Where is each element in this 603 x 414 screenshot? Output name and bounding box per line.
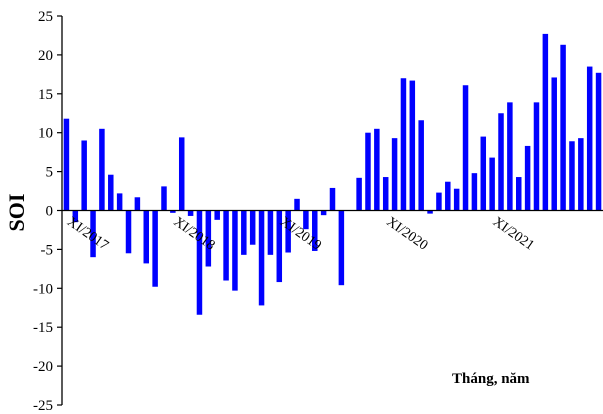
y-tick-label: -10 <box>33 281 53 297</box>
soi-bar <box>232 210 238 291</box>
soi-bar <box>312 210 318 251</box>
soi-bar <box>152 210 158 287</box>
soi-bar <box>329 187 336 211</box>
soi-bar <box>586 66 593 211</box>
soi-bar <box>507 102 513 211</box>
soi-bar <box>143 210 150 264</box>
soi-bar <box>542 33 549 211</box>
soi-bar <box>489 157 495 211</box>
soi-bar <box>276 210 283 283</box>
soi-bar <box>356 177 362 211</box>
soi-bar <box>134 197 141 211</box>
soi-bar <box>161 186 167 211</box>
y-tick-label: 5 <box>46 165 54 181</box>
soi-bar <box>374 128 380 211</box>
soi-bar <box>524 145 531 211</box>
soi-bar <box>99 128 105 211</box>
y-tick-label: 10 <box>38 126 53 142</box>
soi-bar <box>205 210 212 267</box>
soi-bar <box>303 210 309 230</box>
soi-bar <box>196 210 203 315</box>
x-category-label: XI/2020 <box>383 214 430 253</box>
soi-bar <box>267 210 274 255</box>
soi-bar <box>178 137 185 211</box>
soi-bar <box>90 210 96 258</box>
soi-bar <box>285 210 291 253</box>
y-tick-label: 20 <box>38 48 53 64</box>
soi-bar <box>480 136 487 211</box>
soi-bar <box>445 181 451 211</box>
x-category-label-group: XI/2017 XI/2018 XI/2019 XI/2020 XI/2021 <box>64 214 537 253</box>
soi-bar <box>214 210 220 220</box>
y-tick-group: 25 20 15 10 5 0 -5 -10 -15 -20 -25 <box>33 9 62 414</box>
y-tick-label: -20 <box>33 359 53 375</box>
x-axis-title: Tháng, năm <box>452 371 530 387</box>
y-axis-title: SOI <box>4 194 29 232</box>
bar-group <box>63 33 602 315</box>
soi-bar <box>551 77 557 211</box>
x-category-label: XI/2021 <box>490 214 537 253</box>
soi-bar <box>436 192 442 211</box>
soi-bar <box>223 210 229 281</box>
soi-bar <box>72 210 79 223</box>
soi-bar <box>320 210 327 216</box>
soi-bar <box>595 72 602 211</box>
soi-bar <box>187 210 194 216</box>
soi-bar <box>116 193 123 211</box>
soi-bar <box>170 210 176 213</box>
soi-bar <box>258 210 265 306</box>
soi-bar <box>108 174 114 211</box>
soi-bar <box>418 120 424 211</box>
x-category-label: XI/2017 <box>64 214 111 253</box>
soi-bar <box>569 141 575 211</box>
soi-bar <box>400 78 407 211</box>
soi-bar <box>365 132 371 211</box>
soi-bar <box>249 210 256 245</box>
soi-bar <box>471 173 478 211</box>
y-tick-label: 15 <box>38 87 53 103</box>
soi-bar <box>391 138 398 211</box>
soi-bar <box>462 85 469 211</box>
soi-bar <box>498 113 504 211</box>
soi-bar <box>241 210 247 255</box>
soi-bar <box>81 140 87 211</box>
soi-bar <box>294 198 300 211</box>
y-tick-label: -25 <box>33 398 53 414</box>
soi-bar <box>453 188 460 211</box>
soi-bar <box>533 102 540 211</box>
y-tick-label: 0 <box>46 204 54 220</box>
soi-bar <box>515 177 522 211</box>
soi-bar <box>125 210 132 254</box>
y-tick-label: -5 <box>41 242 54 258</box>
y-tick-label: 25 <box>38 9 53 25</box>
soi-bar <box>560 44 566 211</box>
y-tick-label: -15 <box>33 320 53 336</box>
soi-bar <box>382 177 389 211</box>
soi-bar <box>409 80 416 211</box>
soi-bar <box>63 118 70 211</box>
soi-bar <box>578 138 584 211</box>
soi-bar <box>427 210 433 214</box>
soi-bar <box>338 210 345 286</box>
